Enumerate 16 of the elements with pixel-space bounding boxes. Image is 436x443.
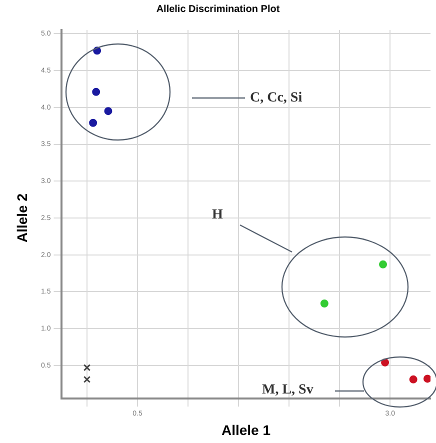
point xyxy=(104,107,112,116)
point xyxy=(92,88,100,96)
point xyxy=(423,374,430,383)
point xyxy=(320,300,328,308)
point xyxy=(83,364,91,372)
x-axis-title: Allele 1 xyxy=(220,422,272,438)
point xyxy=(83,376,91,384)
point xyxy=(89,118,98,127)
point xyxy=(379,260,388,268)
y-axis-title: Allele 2 xyxy=(14,192,30,245)
annotation: M, L, Sv xyxy=(262,382,314,398)
chart-title: Allelic Discrimination Plot xyxy=(155,4,281,15)
point xyxy=(409,375,418,384)
annotation: C, Cc, Si xyxy=(250,90,302,106)
point xyxy=(381,358,390,366)
annotation: H xyxy=(212,208,223,223)
